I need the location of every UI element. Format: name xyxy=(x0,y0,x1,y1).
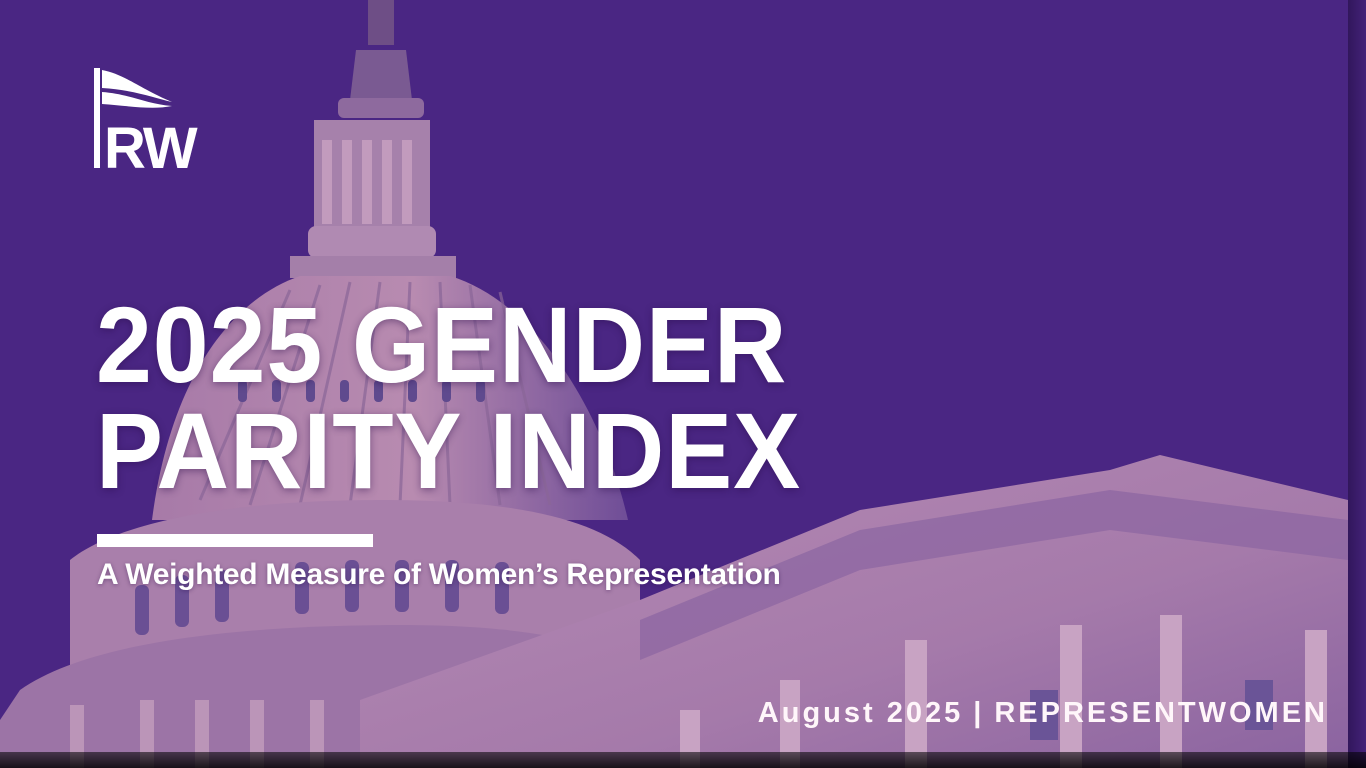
footer-organization: REPRESENTWOMEN xyxy=(994,697,1328,729)
title-line-2: PARITY INDEX xyxy=(96,390,802,511)
title-underline-bar xyxy=(97,534,373,547)
bottom-edge-shadow xyxy=(0,752,1366,768)
representwomen-logo: RW xyxy=(94,68,200,172)
report-title: 2025 GENDER PARITY INDEX xyxy=(96,284,802,511)
right-edge-shadow xyxy=(1348,0,1366,768)
title-line-1: 2025 GENDER xyxy=(96,284,788,405)
logo-text: RW xyxy=(104,116,198,172)
footer-date: August 2025 xyxy=(757,697,964,729)
report-subtitle: A Weighted Measure of Women’s Representa… xyxy=(97,558,781,591)
footer-separator: | xyxy=(973,697,985,729)
flag-icon xyxy=(94,68,172,168)
footer-credit: August 2025 | REPRESENTWOMEN xyxy=(758,697,1328,730)
